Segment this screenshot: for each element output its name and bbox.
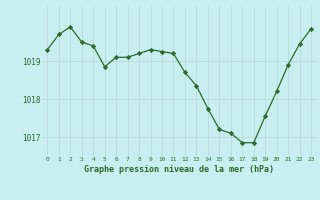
X-axis label: Graphe pression niveau de la mer (hPa): Graphe pression niveau de la mer (hPa) xyxy=(84,165,274,174)
